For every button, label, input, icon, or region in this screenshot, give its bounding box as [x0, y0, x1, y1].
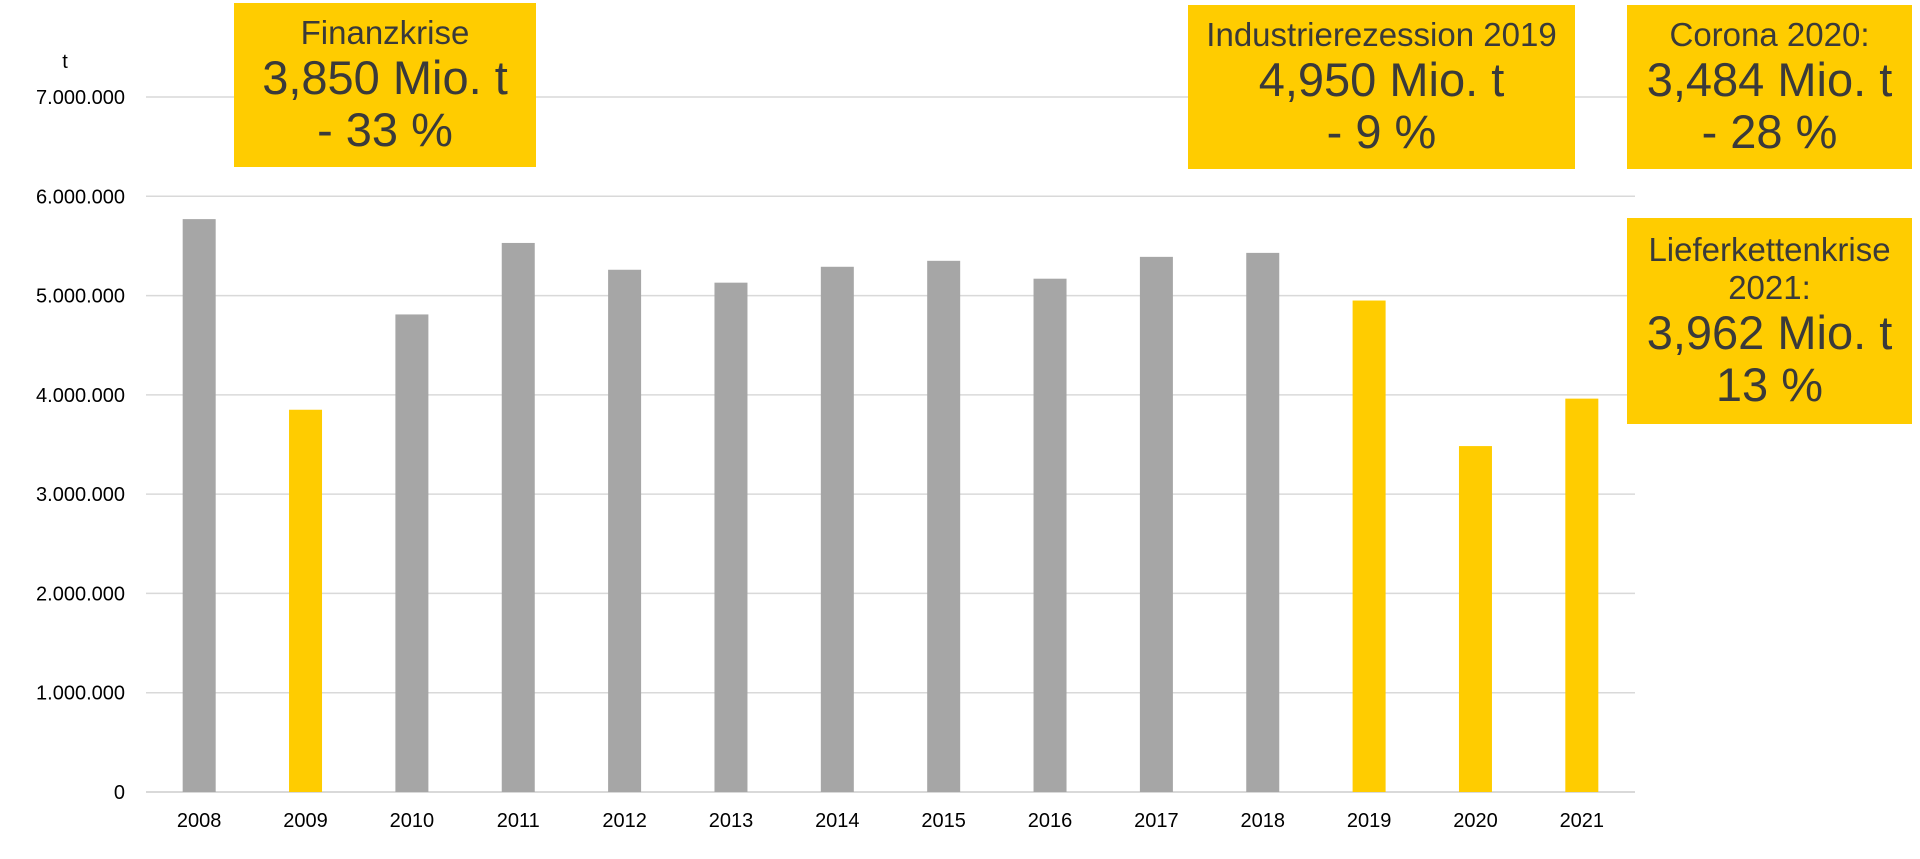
x-tick-label: 2013 [709, 810, 754, 832]
annotation-change: - 9 % [1326, 105, 1437, 158]
annotation-heading: Finanzkrise [300, 14, 470, 51]
x-tick-label: 2018 [1241, 810, 1286, 832]
annotation-heading-year: 2021: [1728, 269, 1811, 306]
bar-2020 [1458, 446, 1492, 792]
x-tick-label: 2015 [921, 810, 966, 832]
x-tick-label: 2008 [177, 810, 222, 832]
bar-2008 [182, 219, 216, 792]
annotation-heading: Industrierezession 2019 [1206, 16, 1557, 53]
y-tick-label: 4.000.000 [36, 385, 125, 407]
annotation-value: 4,950 Mio. t [1258, 53, 1505, 106]
y-axis-ticks: 0 1.000.000 2.000.000 3.000.000 4.000.000 5.0… [36, 87, 125, 804]
y-tick-label: 0 [114, 782, 125, 804]
x-tick-label: 2017 [1134, 810, 1179, 832]
y-axis-label: t [62, 51, 68, 73]
annotation-value: 3,850 Mio. t [262, 51, 508, 104]
annotation-change: 13 % [1715, 358, 1824, 411]
x-tick-label: 2019 [1347, 810, 1392, 832]
annotation-heading: Corona 2020: [1669, 16, 1870, 53]
annotation-change: - 28 % [1701, 105, 1838, 158]
y-tick-label: 6.000.000 [36, 186, 125, 208]
annotation-industrierezession: Industrierezession 2019 4,950 Mio. t - 9… [1188, 5, 1575, 169]
bar-2009 [289, 409, 323, 792]
bar-2018 [1246, 252, 1280, 793]
annotation-change: - 33 % [317, 103, 453, 156]
annotation-corona: Corona 2020: 3,484 Mio. t - 28 % [1627, 5, 1912, 169]
y-tick-label: 1.000.000 [36, 683, 125, 705]
bars [182, 219, 1599, 793]
bar-2015 [927, 260, 961, 793]
bar-2017 [1139, 256, 1173, 793]
x-tick-label: 2012 [602, 810, 647, 832]
gridlines [146, 96, 1635, 793]
annotation-heading: Lieferkettenkrise [1648, 231, 1891, 268]
y-tick-label: 7.000.000 [36, 87, 125, 109]
bar-2013 [714, 282, 748, 792]
x-tick-label: 2016 [1028, 810, 1073, 832]
x-tick-label: 2014 [815, 810, 860, 832]
bar-2012 [608, 269, 642, 792]
annotation-value: 3,484 Mio. t [1646, 53, 1893, 106]
bar-2021 [1565, 398, 1599, 792]
x-tick-label: 2009 [283, 810, 328, 832]
bar-2019 [1352, 300, 1386, 792]
y-tick-label: 2.000.000 [36, 583, 125, 605]
annotation-lieferkettenkrise: Lieferkettenkrise 2021: 3,962 Mio. t 13 … [1627, 218, 1912, 424]
x-axis-ticks: 2008 2009 2010 2011 2012 2013 2014 2015 2016 2017… [177, 810, 1604, 832]
y-tick-label: 5.000.000 [36, 286, 125, 308]
x-tick-label: 2010 [390, 810, 435, 832]
x-tick-label: 2011 [497, 810, 540, 832]
bar-2010 [395, 314, 429, 792]
annotation-value: 3,962 Mio. t [1646, 306, 1893, 359]
x-tick-label: 2021 [1560, 810, 1605, 832]
bar-2016 [1033, 278, 1067, 792]
x-tick-label: 2020 [1453, 810, 1498, 832]
bar-2014 [820, 266, 854, 792]
y-tick-label: 3.000.000 [36, 484, 125, 506]
annotation-finanzkrise: Finanzkrise 3,850 Mio. t - 33 % [234, 3, 536, 167]
bar-2011 [501, 242, 535, 792]
